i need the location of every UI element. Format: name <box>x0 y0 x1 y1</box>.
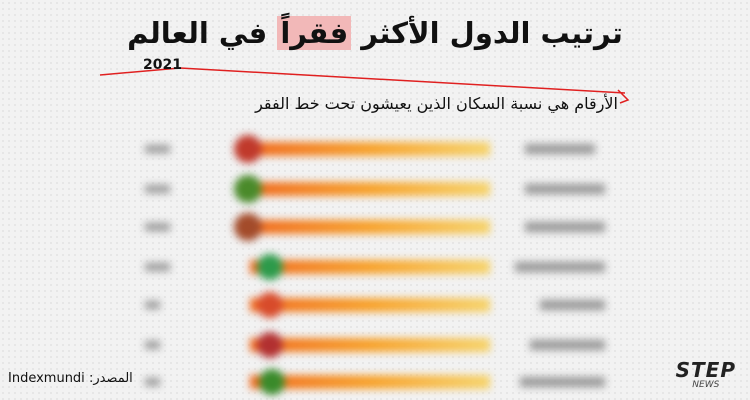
source-label: المصدر: <box>88 371 133 386</box>
flag <box>234 135 262 163</box>
logo-brand: STEP <box>675 358 736 382</box>
logo-sub: NEWS <box>692 380 720 390</box>
bar <box>250 375 490 389</box>
source-name: Indexmundi <box>8 371 85 386</box>
flag <box>257 254 283 280</box>
title-highlight: فقراً <box>277 16 352 50</box>
subtitle: الأرقام هي نسبة السكان الذين يعيشون تحت … <box>255 94 618 113</box>
blurred-labels <box>145 144 605 387</box>
source: المصدر: Indexmundi <box>8 371 133 386</box>
bar <box>250 142 490 156</box>
rows <box>145 135 605 395</box>
flag <box>259 369 285 395</box>
flag <box>234 213 262 241</box>
year: 2021 <box>143 57 182 73</box>
bar <box>250 338 490 352</box>
red-line <box>99 67 626 94</box>
flag <box>234 175 262 203</box>
title-start: ترتيب الدول الأكثر <box>361 16 623 50</box>
title-end: في العالم <box>127 16 268 50</box>
flag <box>257 292 283 318</box>
title: ترتيب الدول الأكثر فقراً في العالم <box>0 16 750 50</box>
bar <box>250 298 490 312</box>
arrow-head <box>617 89 630 104</box>
bar <box>250 220 490 234</box>
bar <box>250 182 490 196</box>
logo: STEP NEWS <box>676 360 736 390</box>
bar <box>250 260 490 274</box>
flag <box>257 332 283 358</box>
